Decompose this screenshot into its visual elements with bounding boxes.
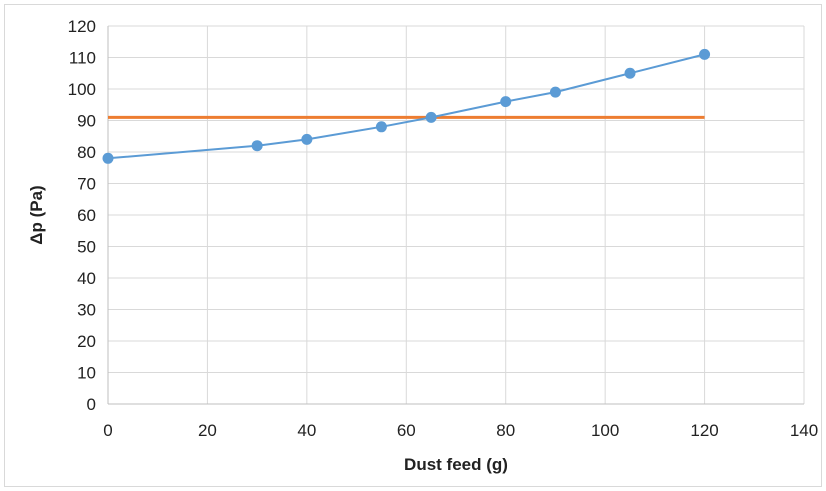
y-tick-label: 90 (77, 112, 96, 131)
x-tick-label: 60 (397, 421, 416, 440)
chart-border (4, 4, 822, 487)
gridlines (108, 25, 805, 404)
y-tick-label: 60 (77, 206, 96, 225)
x-tick-label: 80 (496, 421, 515, 440)
x-tick-label: 100 (591, 421, 619, 440)
y-tick-label: 110 (69, 49, 96, 68)
y-tick-label: 120 (68, 17, 96, 36)
series-0 (102, 48, 711, 164)
y-tick-label: 50 (77, 238, 96, 257)
y-tick-label: 0 (87, 395, 96, 414)
axes (107, 26, 804, 405)
x-tick-label: 40 (297, 421, 316, 440)
x-tick-label: 0 (103, 421, 112, 440)
data-point (624, 67, 636, 79)
data-point (500, 96, 512, 108)
data-point (375, 121, 387, 133)
y-tick-label: 80 (77, 143, 96, 162)
y-tick-label: 20 (77, 332, 96, 351)
data-point (425, 111, 437, 123)
tick-labels: 0 10 20 30 40 50 60 70 80 90 100 110 120 0 20 40 60 80 100… (68, 17, 819, 440)
x-axis-title: Dust feed (g) (404, 455, 508, 474)
x-tick-label: 140 (790, 421, 818, 440)
y-tick-label: 30 (77, 301, 96, 320)
data-point (251, 140, 263, 152)
data-point (549, 86, 561, 98)
y-tick-label: 40 (77, 269, 96, 288)
data-point (699, 48, 711, 60)
x-tick-label: 20 (198, 421, 217, 440)
y-axis-title: Δp (Pa) (27, 185, 46, 244)
data-point (102, 152, 114, 164)
y-tick-label: 10 (77, 364, 96, 383)
y-tick-label: 70 (77, 175, 96, 194)
x-tick-label: 120 (690, 421, 718, 440)
data-point (301, 133, 313, 145)
series-group (102, 48, 711, 164)
y-tick-label: 100 (68, 80, 96, 99)
